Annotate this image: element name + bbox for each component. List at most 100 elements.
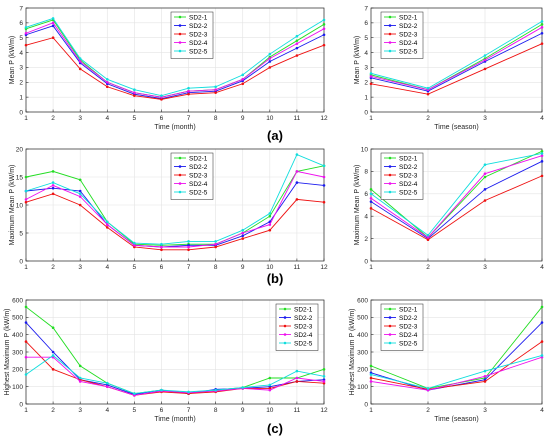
data-point: [24, 43, 28, 47]
data-point: [268, 383, 272, 387]
legend-marker: [178, 24, 182, 27]
y-axis-label: Maximum Mean P (kW/m): [354, 165, 361, 246]
data-point: [322, 380, 326, 383]
legend-label: SD2-1: [189, 155, 208, 162]
series-SD2-3: [369, 42, 544, 96]
y-tick-label: 0: [19, 258, 23, 265]
data-point: [133, 244, 136, 247]
legend-marker: [178, 182, 182, 185]
data-point: [322, 175, 326, 179]
data-point: [369, 75, 373, 78]
legend-label: SD2-5: [189, 189, 208, 196]
data-point: [540, 26, 544, 29]
data-point: [51, 354, 55, 357]
x-tick-label: 4: [540, 407, 544, 414]
data-point: [105, 78, 109, 81]
legend-label: SD2-4: [399, 181, 418, 188]
series-SD2-3: [24, 192, 326, 252]
data-point: [214, 240, 217, 243]
x-tick-label: 8: [214, 407, 218, 414]
y-tick-label: 0: [19, 109, 23, 116]
y-tick-label: 300: [357, 349, 368, 356]
data-point: [268, 223, 272, 226]
y-tick-label: 200: [357, 367, 368, 374]
legend-marker: [388, 156, 392, 160]
data-point: [78, 364, 82, 368]
data-point: [214, 245, 217, 249]
legend-label: SD2-1: [294, 306, 313, 313]
data-point: [105, 381, 109, 385]
legend-label: SD2-3: [294, 323, 313, 330]
x-tick-label: 3: [78, 407, 82, 414]
series-line: [370, 153, 543, 236]
data-point: [483, 374, 487, 378]
data-point: [51, 181, 55, 184]
legend-label: SD2-5: [294, 340, 313, 347]
data-point: [295, 380, 299, 383]
legend-marker: [178, 190, 182, 194]
legend-label: SD2-4: [399, 40, 418, 47]
series-SD2-4: [24, 21, 326, 99]
data-point: [78, 376, 82, 380]
data-point: [268, 60, 272, 63]
data-point: [426, 238, 430, 242]
data-point: [483, 67, 487, 71]
data-point: [295, 369, 299, 373]
x-tick-label: 1: [369, 264, 373, 271]
y-tick-label: 0: [364, 258, 368, 265]
series-line: [26, 356, 325, 396]
data-point: [540, 42, 544, 45]
series-SD2-5: [369, 20, 544, 90]
x-tick-label: 3: [483, 115, 487, 122]
series-line: [370, 43, 543, 95]
legend-label: SD2-1: [189, 14, 208, 21]
series-line: [370, 20, 543, 89]
x-tick-label: 2: [51, 407, 55, 414]
x-tick-label: 6: [160, 407, 164, 414]
x-tick-label: 7: [187, 407, 191, 414]
x-tick-label: 6: [160, 115, 164, 122]
x-tick-label: 8: [214, 115, 218, 122]
data-point: [241, 78, 245, 81]
chart-6: 1 2 3 4 0 100 200 300 400 500 600 Time (season) High…: [349, 297, 544, 423]
legend-label: SD2-4: [189, 181, 208, 188]
series-line: [25, 25, 325, 100]
data-point: [187, 248, 190, 252]
x-tick-label: 2: [426, 264, 430, 271]
x-tick-label: 12: [320, 115, 328, 122]
data-point: [483, 175, 487, 179]
x-tick-label: 10: [266, 407, 274, 414]
legend-marker: [283, 324, 287, 328]
data-point: [105, 85, 109, 89]
series-line: [25, 354, 325, 395]
x-tick-label: 9: [241, 264, 245, 271]
data-point: [369, 364, 373, 368]
data-point: [187, 89, 190, 93]
series-line: [370, 26, 543, 91]
data-point: [51, 350, 55, 354]
data-point: [483, 163, 487, 166]
legend-marker: [388, 333, 392, 336]
data-point: [24, 305, 28, 309]
data-point: [540, 20, 544, 23]
y-tick-label: 3: [19, 65, 23, 72]
data-point: [322, 368, 326, 371]
data-point: [24, 321, 28, 324]
y-tick-label: 15: [16, 174, 24, 181]
series-line: [25, 17, 325, 97]
data-point: [78, 60, 82, 63]
y-tick-label: 10: [361, 146, 369, 153]
x-axis-label: Time (season): [434, 124, 478, 131]
data-point: [540, 321, 544, 324]
y-tick-label: 4: [364, 214, 368, 221]
data-point: [24, 175, 28, 179]
legend-marker: [283, 341, 287, 345]
data-point: [268, 228, 272, 232]
y-tick-label: 100: [357, 384, 368, 391]
data-point: [268, 388, 272, 392]
data-point: [51, 326, 55, 330]
data-point: [426, 387, 430, 390]
